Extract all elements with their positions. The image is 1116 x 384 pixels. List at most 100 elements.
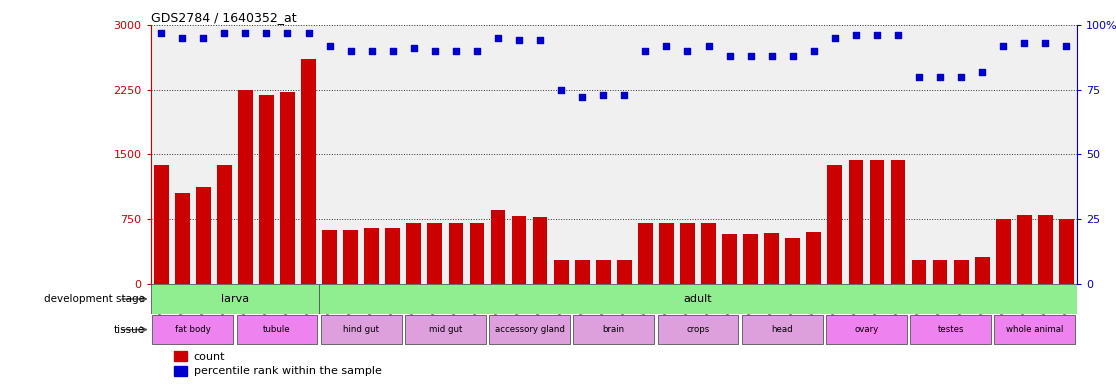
Bar — [151, 284, 319, 314]
Text: head: head — [771, 325, 793, 334]
Bar — [174, 351, 186, 361]
Point — [299, 30, 317, 36]
Bar — [617, 260, 632, 284]
Bar — [786, 238, 800, 284]
Point — [762, 53, 780, 59]
Point — [363, 48, 381, 54]
Point — [194, 35, 212, 41]
Bar — [680, 223, 695, 284]
Text: percentile rank within the sample: percentile rank within the sample — [194, 366, 382, 376]
Point — [742, 53, 760, 59]
Point — [531, 37, 549, 43]
Point — [847, 32, 865, 38]
Text: adult: adult — [684, 294, 712, 304]
Bar — [660, 223, 674, 284]
Bar — [596, 260, 610, 284]
Bar — [405, 315, 485, 344]
Bar — [449, 223, 463, 284]
Point — [636, 48, 654, 54]
Point — [826, 35, 844, 41]
Text: fat body: fat body — [175, 325, 211, 334]
Bar — [512, 217, 527, 284]
Text: larva: larva — [221, 294, 249, 304]
Point — [783, 53, 801, 59]
Bar — [196, 187, 211, 284]
Bar — [554, 260, 568, 284]
Point — [805, 48, 822, 54]
Point — [320, 43, 338, 49]
Point — [721, 53, 739, 59]
Text: whole animal: whole animal — [1007, 325, 1064, 334]
Point — [384, 48, 402, 54]
Text: mid gut: mid gut — [429, 325, 462, 334]
Bar — [995, 219, 1011, 284]
Text: development stage: development stage — [44, 294, 145, 304]
Text: hind gut: hind gut — [344, 325, 379, 334]
Point — [700, 43, 718, 49]
Bar — [237, 315, 317, 344]
Bar — [217, 165, 232, 284]
Point — [279, 30, 297, 36]
Text: tissue: tissue — [114, 324, 145, 334]
Point — [1058, 43, 1076, 49]
Point — [595, 92, 613, 98]
Bar — [638, 223, 653, 284]
Bar — [385, 228, 401, 284]
Bar — [869, 161, 884, 284]
Bar — [319, 284, 1077, 314]
Point — [510, 37, 528, 43]
Bar — [827, 165, 843, 284]
Bar — [1017, 215, 1031, 284]
Bar — [1038, 215, 1052, 284]
Bar — [238, 89, 252, 284]
Bar — [575, 260, 589, 284]
Point — [448, 48, 465, 54]
Point — [215, 30, 233, 36]
Text: ovary: ovary — [854, 325, 878, 334]
Bar — [722, 234, 737, 284]
Text: accessory gland: accessory gland — [494, 325, 565, 334]
Point — [426, 48, 444, 54]
Point — [952, 74, 970, 80]
Bar — [743, 234, 758, 284]
Point — [679, 48, 696, 54]
Text: count: count — [194, 351, 225, 361]
Point — [973, 68, 991, 74]
Bar — [826, 315, 907, 344]
Point — [237, 30, 254, 36]
Bar — [153, 315, 233, 344]
Point — [1037, 40, 1055, 46]
Bar — [320, 315, 402, 344]
Point — [657, 43, 675, 49]
Text: GDS2784 / 1640352_at: GDS2784 / 1640352_at — [151, 11, 296, 24]
Point — [574, 94, 591, 101]
Bar — [701, 223, 715, 284]
Point — [1016, 40, 1033, 46]
Bar — [154, 165, 169, 284]
Point — [868, 32, 886, 38]
Bar — [470, 223, 484, 284]
Bar — [259, 95, 273, 284]
Bar — [912, 260, 926, 284]
Point — [468, 48, 485, 54]
Bar — [491, 210, 506, 284]
Bar — [574, 315, 654, 344]
Bar — [954, 260, 969, 284]
Text: tubule: tubule — [263, 325, 291, 334]
Bar — [280, 92, 295, 284]
Point — [173, 35, 191, 41]
Bar — [532, 217, 548, 284]
Point — [552, 86, 570, 93]
Point — [152, 30, 170, 36]
Text: brain: brain — [603, 325, 625, 334]
Bar — [933, 260, 947, 284]
Point — [405, 45, 423, 51]
Bar — [742, 315, 822, 344]
Bar — [489, 315, 570, 344]
Point — [489, 35, 507, 41]
Point — [341, 48, 359, 54]
Point — [994, 43, 1012, 49]
Bar — [807, 232, 821, 284]
Bar — [174, 366, 186, 376]
Point — [258, 30, 276, 36]
